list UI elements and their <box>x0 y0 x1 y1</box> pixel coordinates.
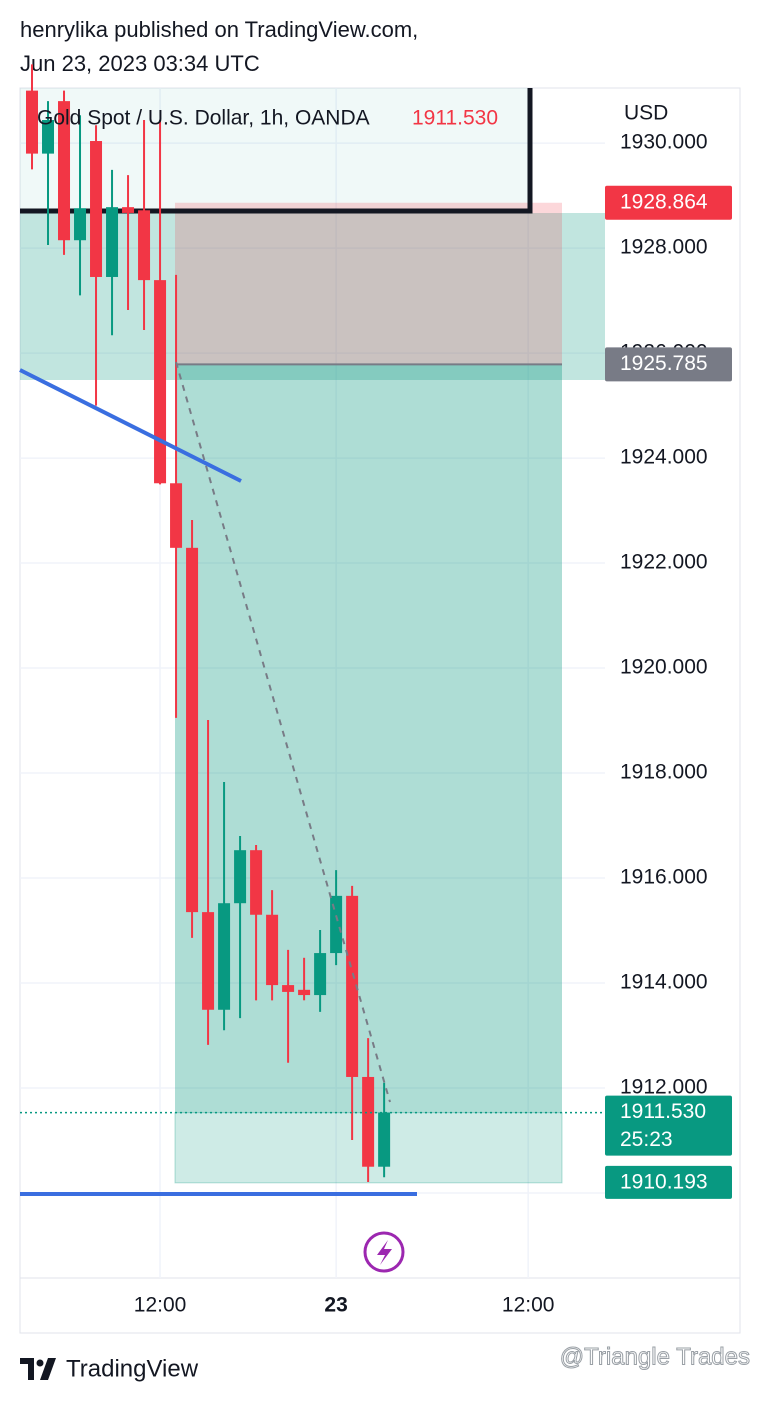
logo-text: TradingView <box>66 1355 199 1382</box>
drawn-box-border <box>20 88 533 214</box>
candle-body <box>378 1112 391 1167</box>
axis-unit: USD <box>624 102 668 125</box>
candle-body <box>362 1076 375 1167</box>
candle-body <box>298 989 311 996</box>
projection-line <box>175 361 391 1103</box>
candle-body <box>106 207 119 277</box>
price-label-box <box>605 347 732 382</box>
date-line: Jun 23, 2023 03:34 UTC <box>20 51 260 76</box>
candle-body <box>170 483 183 548</box>
x-tick-label: 12:00 <box>134 1294 187 1317</box>
y-tick-label: 1922.000 <box>620 551 708 574</box>
price-label-box <box>605 1095 732 1156</box>
candle-body <box>90 141 103 277</box>
candle-body <box>266 914 279 986</box>
candle-body <box>250 850 263 915</box>
x-tick-label: 12:00 <box>502 1294 555 1317</box>
candle-body <box>122 207 135 213</box>
legend-title: Gold Spot / U.S. Dollar, 1h, OANDA <box>37 107 370 130</box>
y-tick-label: 1914.000 <box>620 971 708 994</box>
logo <box>20 1358 56 1380</box>
candle-body <box>42 120 55 154</box>
countdown: 25:23 <box>620 1128 673 1151</box>
price-label: 1911.530 <box>620 1100 706 1123</box>
frame <box>19 87 741 1334</box>
logo-mark <box>20 1358 56 1380</box>
x-tick-label: 23 <box>324 1294 347 1317</box>
event-icon <box>363 1231 405 1273</box>
y-tick-label: 1916.000 <box>620 866 708 889</box>
candle-body <box>74 208 87 241</box>
stop-zone <box>175 202 562 365</box>
y-tick-label: 1912.000 <box>620 1076 708 1099</box>
candle-body <box>282 985 295 992</box>
candle-body <box>234 850 247 904</box>
y-tick-label: 1924.000 <box>620 446 708 469</box>
y-tick-label: 1928.000 <box>620 236 708 259</box>
price-label-box <box>605 185 732 220</box>
price-label: 1928.864 <box>620 190 708 213</box>
trend-line <box>19 368 242 483</box>
candle-body <box>154 280 167 484</box>
price-label: 1910.193 <box>620 1170 708 1193</box>
candle-body <box>218 903 231 1010</box>
candle-body <box>138 210 151 281</box>
candle-body <box>202 912 215 1010</box>
candle-body <box>346 895 359 1077</box>
price-label: 1925.785 <box>620 352 708 375</box>
candle-body <box>58 101 71 241</box>
watermark: @Triangle Trades <box>560 1343 750 1370</box>
candle-body <box>330 895 343 954</box>
candle-body <box>314 953 327 996</box>
price-label-box <box>605 1165 732 1199</box>
legend-price: 1911.530 <box>412 107 498 130</box>
event-icon-bolt <box>377 1240 392 1265</box>
candle-body <box>186 547 199 913</box>
y-tick-label: 1918.000 <box>620 761 708 784</box>
candle-body <box>26 90 39 154</box>
author-line: henrylika published on TradingView.com, <box>20 17 418 42</box>
y-tick-label: 1920.000 <box>620 656 708 679</box>
logo-dot <box>36 1359 44 1367</box>
y-tick-label: 1930.000 <box>620 131 708 154</box>
drawn-box <box>20 88 530 211</box>
